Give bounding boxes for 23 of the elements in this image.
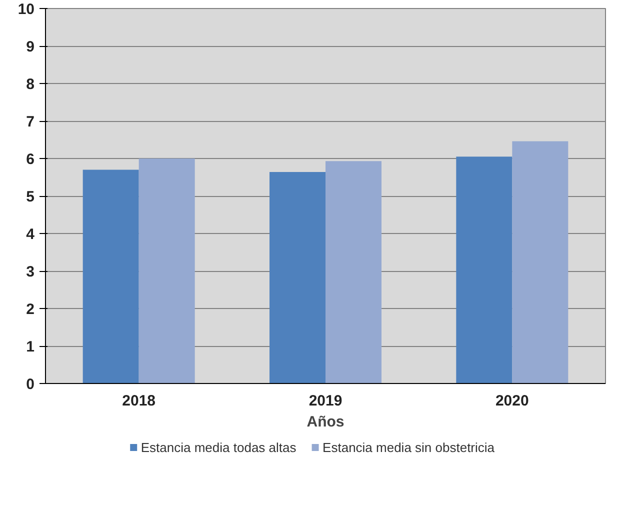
- y-tick-label: 10: [18, 1, 35, 18]
- bar: [138, 158, 195, 384]
- y-tick-label: 2: [26, 301, 34, 318]
- bar: [82, 170, 139, 384]
- bar: [512, 141, 568, 384]
- bar: [270, 172, 326, 384]
- y-tick-label: 4: [26, 226, 36, 243]
- legend-label: Estancia media sin obstetricia: [322, 440, 496, 455]
- y-tick-label: 7: [26, 114, 34, 130]
- y-tick-label: 6: [26, 151, 34, 168]
- y-tick-label: 1: [26, 338, 34, 356]
- bar: [456, 156, 512, 384]
- y-tick-label: 0: [26, 376, 34, 393]
- y-tick-label: 9: [26, 38, 34, 56]
- y-tick-label: 8: [26, 76, 34, 93]
- x-tick-label: 2018: [122, 392, 156, 410]
- y-tick-label: 5: [26, 188, 34, 206]
- x-tick-label: 2020: [495, 392, 529, 410]
- x-axis-title: Años: [306, 414, 344, 430]
- x-tick-label: 2019: [308, 392, 342, 410]
- bar: [326, 161, 382, 384]
- y-tick-label: 3: [26, 264, 34, 280]
- legend-label: Estancia media todas altas: [140, 440, 297, 455]
